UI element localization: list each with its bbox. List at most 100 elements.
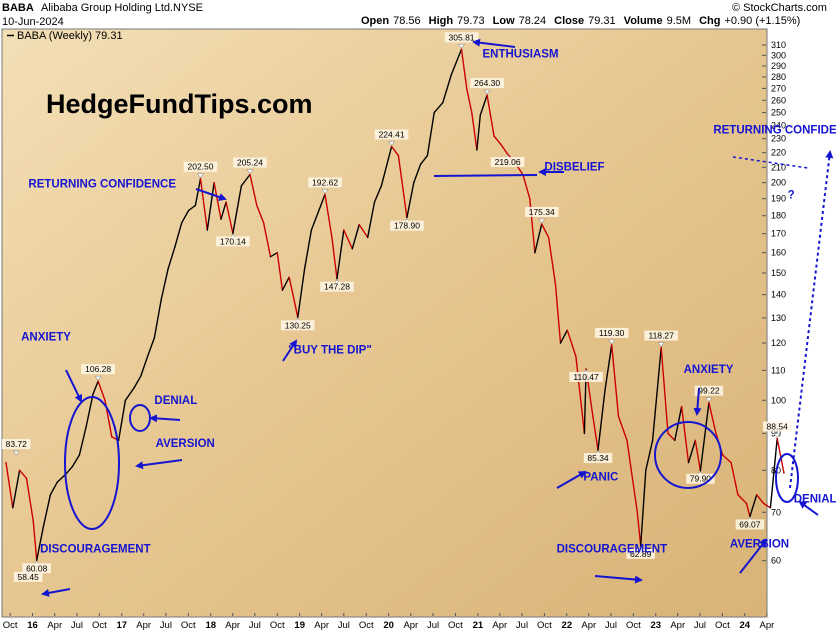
x-tick-label: Jul — [249, 620, 261, 631]
ohlc-value-open: 78.56 — [393, 15, 421, 27]
price-segment — [645, 439, 654, 471]
price-segment — [206, 181, 215, 231]
series-legend: BABA (Weekly) 79.31 — [7, 30, 123, 42]
plot-background — [1, 28, 768, 618]
y-tick-label: 140 — [771, 290, 786, 300]
discouragement-arrow — [41, 588, 71, 597]
price-segment — [466, 87, 473, 114]
point-label: 118.27 — [648, 331, 674, 341]
point-label: 99.22 — [698, 386, 720, 396]
discouragement-arrow-2 — [594, 575, 643, 584]
point-marker — [196, 173, 205, 179]
price-segment — [611, 344, 620, 418]
point-label-bg — [13, 571, 43, 582]
y-tick-label: 110 — [771, 365, 785, 375]
price-segment — [397, 154, 408, 219]
point-label-bg — [374, 129, 409, 140]
price-segment — [604, 344, 613, 392]
point-label-bg — [524, 206, 559, 217]
point-label: 147.28 — [324, 282, 350, 292]
x-tick-label: Oct — [3, 620, 18, 631]
price-segment — [433, 101, 444, 114]
price-segment — [153, 298, 163, 339]
price-segment — [708, 402, 717, 435]
point-marker — [608, 339, 616, 345]
y-tick-label: 180 — [771, 211, 786, 221]
x-tick-label: Jul — [338, 620, 350, 631]
point-label: 106.28 — [85, 364, 111, 374]
legend-text: BABA (Weekly) 79.31 — [17, 30, 123, 42]
x-tick-label: Apr — [760, 620, 775, 631]
x-tick-label: Jul — [427, 620, 439, 631]
price-segment — [324, 193, 333, 239]
x-tick-label: Apr — [314, 620, 329, 631]
point-label-bg — [569, 372, 603, 383]
y-tick-label: 160 — [771, 248, 786, 258]
annotation-label: AVERSION — [730, 538, 789, 550]
price-segment — [18, 469, 28, 479]
price-segment — [225, 201, 234, 235]
y-tick-label: 230 — [771, 134, 786, 144]
price-segment — [256, 204, 265, 224]
price-segment — [460, 48, 468, 90]
price-segment — [592, 415, 599, 451]
price-segment — [442, 73, 452, 104]
x-tick-label: 21 — [473, 620, 484, 631]
price-segment — [133, 375, 142, 389]
annotation-shapes — [64, 150, 834, 530]
price-segment — [25, 477, 34, 523]
price-segment — [187, 204, 197, 212]
y-tick-label: 270 — [771, 83, 786, 93]
annotation-label: PANIC — [583, 471, 618, 483]
price-segment — [36, 525, 45, 561]
point-marker — [246, 169, 254, 175]
price-segment — [124, 387, 135, 401]
price-segment — [559, 329, 568, 344]
annotation-label: AVERSION — [156, 438, 215, 450]
annotation-label: DENIAL — [794, 494, 836, 506]
x-tick-label: Apr — [403, 620, 418, 631]
ohlc-value-high: 79.73 — [457, 15, 485, 27]
price-segment — [49, 481, 58, 496]
annotation-label: DISCOURAGEMENT — [40, 543, 151, 555]
annotation-label: DISCOURAGEMENT — [557, 543, 668, 555]
x-tick-label: Apr — [581, 620, 596, 631]
price-segment — [310, 211, 319, 231]
annotation-label: DENIAL — [154, 395, 197, 407]
point-label: 205.24 — [237, 158, 263, 168]
confidence-dash — [732, 156, 809, 169]
point-marker — [387, 141, 396, 146]
price-segment — [756, 494, 765, 505]
point-marker — [773, 433, 781, 438]
anxiety-arrow — [65, 369, 82, 403]
point-label-bg — [490, 157, 525, 168]
point-label: 79.90 — [690, 474, 712, 484]
price-segment — [78, 425, 87, 456]
y-tick-label: 120 — [771, 338, 786, 348]
point-marker — [321, 189, 329, 194]
x-tick-label: Oct — [92, 620, 107, 631]
x-tick-label: Oct — [359, 620, 374, 631]
price-segment — [232, 185, 243, 235]
point-label: 130.25 — [285, 320, 311, 330]
price-segment — [373, 185, 383, 203]
point-label-bg — [320, 281, 354, 292]
point-label-bg — [1, 439, 31, 450]
price-segment — [220, 201, 227, 220]
point-marker — [94, 375, 102, 381]
x-tick-label: 17 — [116, 620, 127, 631]
x-tick-label: Oct — [181, 620, 196, 631]
price-segment — [5, 461, 14, 509]
point-label-bg — [735, 519, 765, 530]
price-segment — [476, 114, 481, 151]
ohlc-value-volume: 9.5M — [667, 15, 691, 27]
point-marker — [657, 342, 665, 348]
annotation-label: DISBELIEF — [544, 161, 604, 173]
price-segment — [288, 276, 299, 318]
price-segment — [297, 268, 306, 318]
point-label: 88.54 — [767, 421, 789, 431]
y-tick-label: 220 — [771, 148, 786, 158]
price-segment — [737, 494, 748, 505]
price-segment — [160, 268, 169, 300]
ohlc-value-close: 79.31 — [588, 15, 616, 27]
